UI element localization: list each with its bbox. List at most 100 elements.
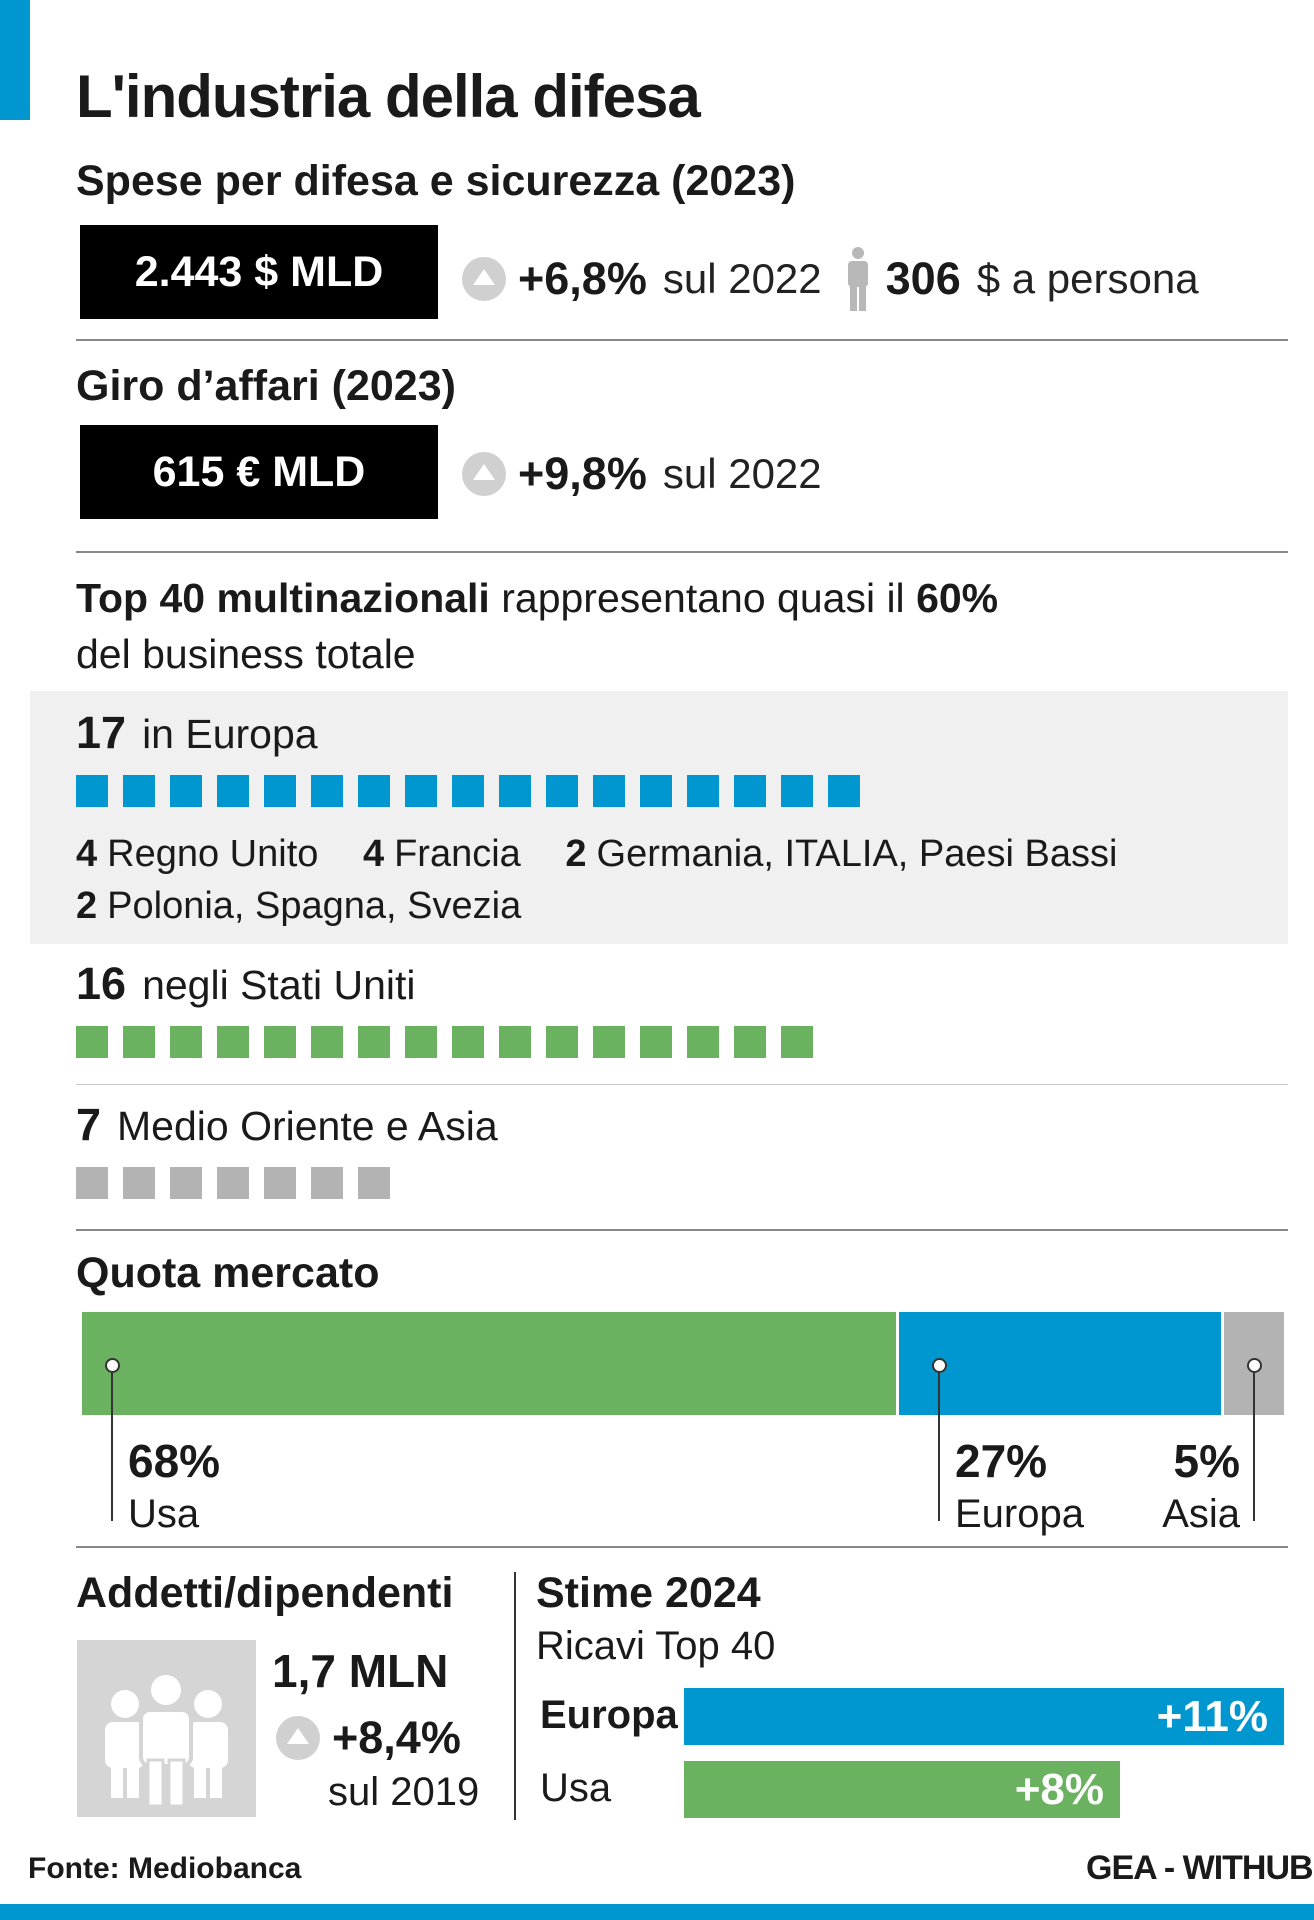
company-square: [687, 775, 719, 807]
divider: [76, 1229, 1288, 1231]
asia-count: 7: [76, 1099, 102, 1150]
company-square: [264, 1026, 296, 1058]
people-icon: [105, 1671, 228, 1808]
stime-bar-label: Usa: [540, 1766, 612, 1810]
per-person-label: $ a persona: [976, 255, 1199, 302]
divider: [76, 551, 1288, 553]
stime-heading: Stime 2024: [536, 1569, 761, 1617]
giro-heading: Giro d’affari (2023): [76, 362, 456, 410]
europa-label: in Europa: [142, 711, 318, 757]
europa-panel: [30, 691, 1288, 944]
stime-subheading: Ricavi Top 40: [536, 1624, 776, 1668]
europa-countries-line2: 2 Polonia, Spagna, Svezia: [76, 885, 521, 928]
company-square: [546, 1026, 578, 1058]
addetti-change-value: +8,4%: [332, 1712, 461, 1763]
stime-bar-value: +8%: [1014, 1765, 1104, 1814]
quota-segment: [899, 1312, 1221, 1415]
credit: GEA - WITHUB: [1086, 1849, 1314, 1887]
quota-connector: [1253, 1371, 1255, 1521]
company-square: [452, 1026, 484, 1058]
company-square: [311, 1026, 343, 1058]
per-person-value: 306: [885, 253, 961, 304]
up-arrow-icon: [276, 1716, 320, 1760]
page-title: L'industria della difesa: [76, 63, 701, 130]
company-square: [734, 1026, 766, 1058]
footer-accent-bar: [0, 1904, 1314, 1920]
addetti-heading: Addetti/dipendenti: [76, 1569, 454, 1617]
addetti-change-ref: sul 2019: [328, 1770, 480, 1814]
country-name: Germania, ITALIA, Paesi Bassi: [596, 833, 1118, 875]
top40-lead: Top 40 multinazionali: [76, 575, 490, 621]
stime-bar: [684, 1688, 1284, 1745]
country-count: 4: [362, 833, 385, 875]
company-square: [640, 775, 672, 807]
country-name: Regno Unito: [107, 833, 319, 875]
company-square: [828, 775, 860, 807]
country-count: 2: [76, 885, 98, 927]
company-square: [217, 1026, 249, 1058]
quota-name: Europa: [955, 1492, 1084, 1536]
quota-connector: [938, 1371, 940, 1521]
company-square: [781, 1026, 813, 1058]
stime-bar: [684, 1761, 1120, 1818]
company-square: [170, 775, 202, 807]
spese-change-ref: sul 2022: [662, 255, 822, 302]
company-square: [76, 1167, 108, 1199]
stime-bar-label: Europa: [540, 1693, 678, 1737]
quota-connector: [111, 1371, 113, 1521]
up-arrow-icon: [462, 452, 506, 496]
up-arrow-icon: [462, 257, 506, 301]
company-square: [781, 775, 813, 807]
company-square: [405, 775, 437, 807]
company-square: [311, 1167, 343, 1199]
country-count: 4: [76, 833, 98, 875]
people-icon-box: [77, 1640, 256, 1817]
usa-count-line: 16 negli Stati Uniti: [76, 958, 416, 1010]
company-square: [170, 1026, 202, 1058]
accent-bar: [0, 0, 30, 120]
company-square: [123, 1026, 155, 1058]
company-square: [264, 1167, 296, 1199]
spese-value: 2.443 $ MLD: [134, 247, 384, 296]
quota-pct: 68%: [128, 1435, 221, 1487]
quota-segment: [82, 1312, 896, 1415]
top40-line2: del business totale: [76, 631, 416, 677]
quota-pct: 27%: [955, 1435, 1048, 1487]
company-square: [452, 775, 484, 807]
asia-squares: [76, 1167, 976, 1199]
giro-change-ref: sul 2022: [662, 450, 822, 497]
source-note: Fonte: Mediobanca: [28, 1852, 302, 1885]
quota-label: 27% Europa: [955, 1434, 1084, 1537]
company-square: [358, 775, 390, 807]
spese-change: +6,8% sul 2022 306 $ a persona: [462, 246, 1199, 312]
top40-pct: 60%: [916, 575, 999, 621]
company-square: [123, 775, 155, 807]
quota-label: 5% Asia: [1162, 1434, 1240, 1537]
company-square: [499, 775, 531, 807]
asia-label: Medio Oriente e Asia: [117, 1103, 498, 1149]
europa-count: 17: [76, 707, 127, 758]
country-name: Polonia, Spagna, Svezia: [107, 885, 522, 927]
quota-bar: [82, 1312, 1284, 1415]
usa-label: negli Stati Uniti: [142, 962, 416, 1008]
addetti-value: 1,7 MLN: [272, 1645, 449, 1697]
vertical-divider: [514, 1572, 516, 1820]
quota-pct: 5%: [1173, 1435, 1240, 1487]
giro-value: 615 € MLD: [152, 447, 366, 496]
europa-squares: [76, 775, 976, 807]
company-square: [734, 775, 766, 807]
asia-count-line: 7 Medio Oriente e Asia: [76, 1099, 498, 1151]
giro-value-box: 615 € MLD: [80, 425, 438, 519]
spese-change-value: +6,8%: [518, 253, 647, 304]
usa-squares: [76, 1026, 976, 1058]
spese-heading: Spese per difesa e sicurezza (2023): [76, 157, 796, 205]
divider: [76, 1546, 1288, 1548]
divider: [76, 339, 1288, 341]
quota-heading: Quota mercato: [76, 1249, 380, 1297]
company-square: [358, 1026, 390, 1058]
company-square: [405, 1026, 437, 1058]
company-square: [593, 775, 625, 807]
company-square: [546, 775, 578, 807]
stime-bar-value: +11%: [1156, 1692, 1268, 1741]
addetti-change: +8,4%: [276, 1712, 461, 1764]
